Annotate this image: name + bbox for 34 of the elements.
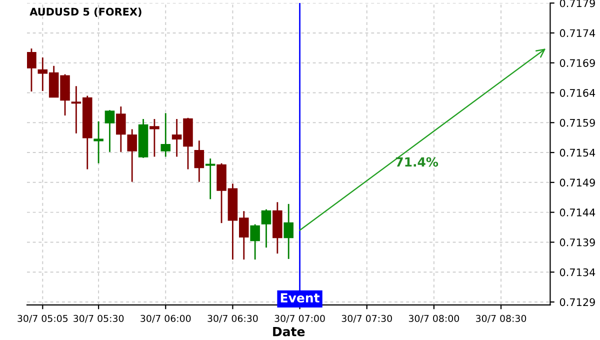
candlestick (94, 120, 104, 164)
candlestick (127, 128, 137, 183)
ref-line-label: Event (280, 293, 320, 303)
candlestick (160, 112, 171, 158)
candlestick (104, 109, 115, 153)
x-tick-label: 30/7 06:00 (140, 314, 191, 323)
y-tick-label: 0.7169 (560, 59, 595, 67)
y-tick-label: 0.7134 (560, 268, 596, 276)
y-tick-label: 0.7154 (560, 148, 596, 157)
candlestick (250, 224, 260, 260)
x-axis-title: Date (273, 327, 305, 336)
y-tick-label: 0.7164 (560, 88, 596, 97)
candlestick (116, 106, 126, 153)
candlestick (284, 203, 294, 260)
x-tick-label: 30/7 06:30 (208, 314, 258, 323)
y-tick-label: 0.7129 (560, 298, 595, 306)
x-tick-label: 30/7 07:00 (274, 314, 325, 323)
x-tick-label: 30/7 05:05 (18, 314, 68, 323)
candlestick (150, 118, 160, 158)
chart-title: AUDUSD 5 (FOREX) (30, 8, 142, 17)
x-tick-label: 30/7 08:30 (476, 314, 526, 323)
candlestick (205, 158, 216, 200)
y-tick-label: 0.7144 (560, 208, 596, 216)
y-tick-label: 0.7149 (560, 178, 595, 187)
candlestick (261, 208, 272, 248)
x-tick-label: 30/7 07:30 (342, 314, 392, 323)
y-tick-label: 0.7139 (560, 238, 595, 246)
x-tick-label: 30/7 08:00 (408, 314, 460, 323)
candlestick (27, 48, 36, 92)
y-tick-label: 0.7159 (560, 118, 595, 127)
y-tick-label: 0.7174 (560, 29, 596, 38)
x-tick-label: 30/7 05:30 (74, 314, 124, 323)
annotation: 71.4% (396, 157, 438, 167)
candlestick (194, 140, 204, 183)
